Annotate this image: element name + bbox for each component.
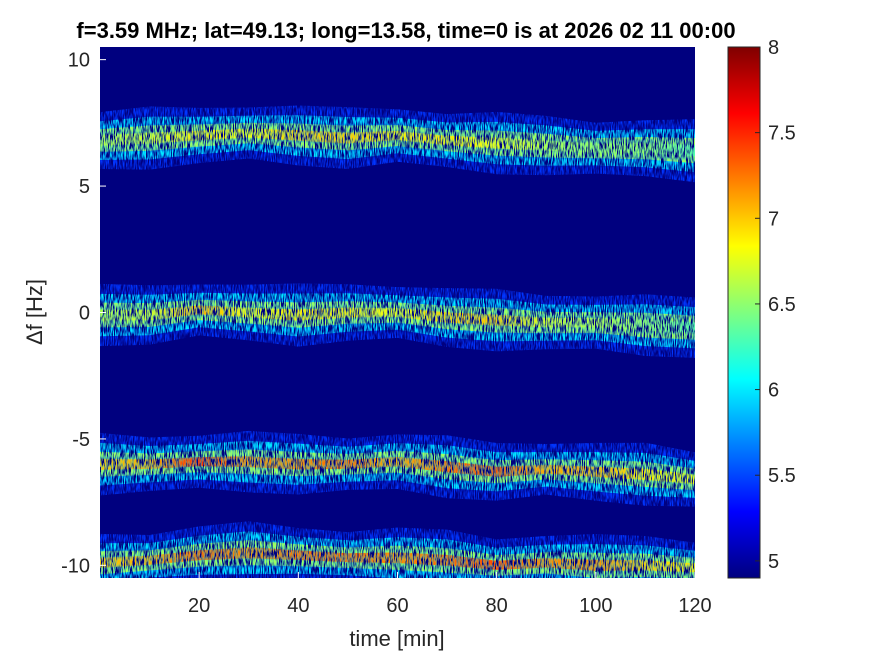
colorbar-tick-label: 7: [768, 208, 779, 230]
y-tick-label: -10: [61, 555, 90, 577]
x-tick-label: 120: [678, 595, 711, 617]
y-axis-ticks: -10 -5 0 5 10: [61, 50, 106, 577]
x-tick-label: 80: [486, 595, 508, 617]
colorbar-tick-label: 6.5: [768, 294, 796, 316]
band-3: [100, 430, 695, 507]
colorbar-tick-label: 6: [768, 380, 779, 402]
colorbar-tick-label: 8: [768, 37, 779, 59]
x-tick-label: 60: [386, 595, 408, 617]
x-tick-label: 100: [579, 595, 612, 617]
colorbar-ticks: 5 5.5 6 6.5 7 7.5 8: [727, 37, 796, 579]
band-core: [100, 128, 695, 157]
band-core: [100, 456, 695, 485]
colorbar-tick-label: 5.5: [768, 465, 796, 487]
y-tick-label: 5: [79, 176, 90, 198]
colorbar: [728, 47, 760, 578]
band-core: [100, 547, 695, 573]
chart-title: f=3.59 MHz; lat=49.13; long=13.58, time=…: [76, 18, 735, 43]
band-4: [100, 521, 695, 578]
x-tick-label: 40: [287, 595, 309, 617]
colorbar-tick-label: 7.5: [768, 123, 796, 145]
colorbar-tick-label: 5: [768, 551, 779, 573]
x-tick-label: 20: [188, 595, 210, 617]
signal-bands: [100, 105, 695, 578]
band-2: [100, 283, 695, 358]
y-tick-label: -5: [72, 429, 90, 451]
x-axis-label: time [min]: [349, 626, 444, 651]
x-axis-ticks: 20 40 60 80 100 120: [188, 572, 712, 617]
y-axis-label: Δf [Hz]: [22, 279, 47, 345]
colorbar-frame: [727, 46, 761, 579]
band-core: [100, 305, 695, 333]
band-1: [100, 105, 695, 183]
y-tick-label: 0: [79, 303, 90, 325]
y-tick-label: 10: [68, 50, 90, 72]
